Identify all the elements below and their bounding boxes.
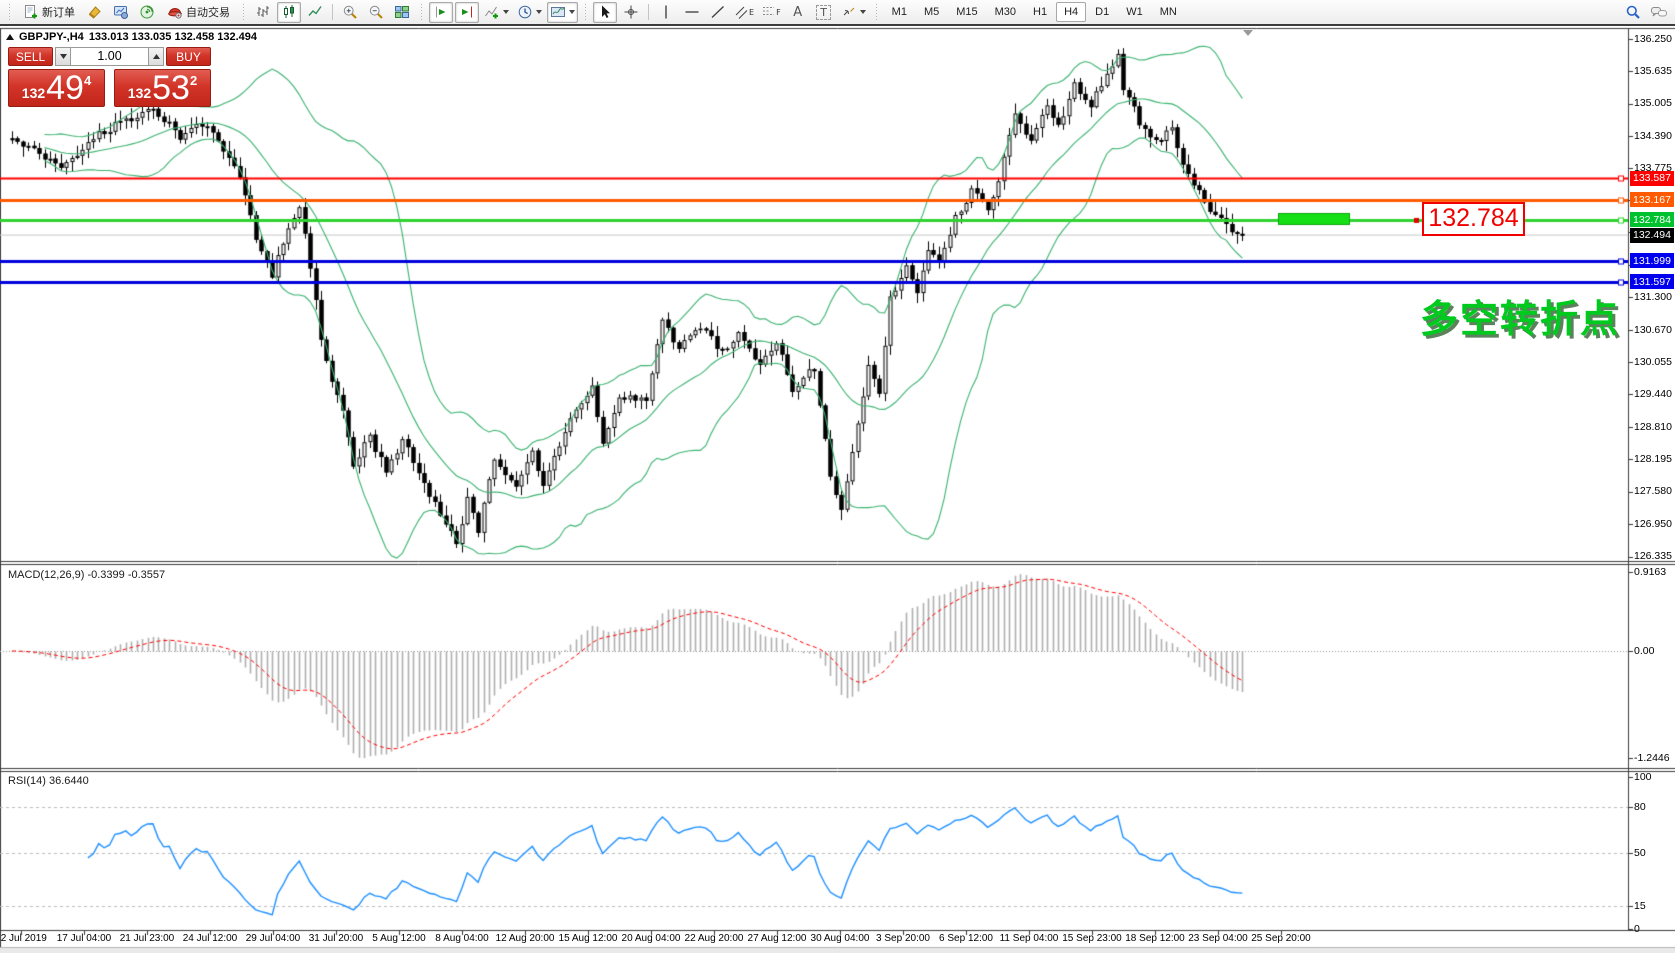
- sell-price-pips: 4: [83, 73, 92, 88]
- one-click-trading-panel: SELL 1.00 BUY 132 49 4 132 53 2: [8, 47, 211, 108]
- chat-icon: [1651, 7, 1667, 17]
- text-icon: A: [793, 4, 803, 20]
- buy-price-pips: 2: [189, 73, 198, 88]
- dropdown-caret-icon: [536, 10, 542, 14]
- navigator-button[interactable]: [135, 2, 159, 23]
- line-chart-button[interactable]: [303, 2, 327, 23]
- tile-windows-button[interactable]: [390, 2, 414, 23]
- dropdown-caret-icon: [569, 10, 575, 14]
- timeframe-mn[interactable]: MN: [1152, 2, 1185, 22]
- chart-shift-button[interactable]: [455, 1, 479, 23]
- sell-button[interactable]: SELL: [8, 47, 53, 66]
- candlestick-chart-button[interactable]: [277, 1, 301, 23]
- chart-shift-icon: [462, 6, 472, 18]
- stepper-up-icon: [152, 54, 160, 59]
- arrows-icon: [843, 7, 855, 16]
- channel-tag: E: [749, 7, 755, 17]
- dropdown-caret-icon: [859, 10, 866, 14]
- market-watch-button[interactable]: [109, 2, 133, 23]
- timeframe-h4[interactable]: H4: [1056, 2, 1087, 22]
- crosshair-icon: [624, 5, 638, 19]
- arrows-button[interactable]: [838, 2, 869, 23]
- text-label-button[interactable]: T: [812, 2, 836, 23]
- cursor-button[interactable]: [593, 1, 617, 23]
- toolbar-grip[interactable]: [873, 4, 879, 20]
- navigator-icon: [140, 5, 154, 19]
- new-order-button[interactable]: 新订单: [17, 2, 81, 23]
- tile-windows-icon: [395, 6, 409, 18]
- toolbar: 新订单 自动交易: [0, 0, 1675, 26]
- toolbar-grip[interactable]: [419, 4, 424, 20]
- volume-decrease-button[interactable]: [55, 47, 71, 66]
- zoom-out-button[interactable]: [364, 2, 388, 23]
- timeframe-h1[interactable]: H1: [1025, 2, 1055, 22]
- auto-trading-button[interactable]: 自动交易: [161, 2, 236, 23]
- cursor-icon: [602, 5, 610, 18]
- styles-button[interactable]: [83, 2, 107, 23]
- toolbar-grip[interactable]: [7, 4, 12, 20]
- stepper-down-icon: [59, 54, 67, 59]
- buy-price-main: 53: [152, 69, 190, 107]
- horizontal-line-button[interactable]: [680, 2, 704, 23]
- period-selector-icon: [518, 5, 532, 19]
- search-icon: [1626, 5, 1640, 19]
- auto-trading-label: 自动交易: [186, 7, 230, 19]
- vertical-line-icon: [665, 5, 667, 19]
- toolbar-grip[interactable]: [583, 4, 588, 20]
- auto-trading-icon: [168, 7, 182, 19]
- text-button[interactable]: A: [786, 2, 810, 23]
- fibo-tag: F: [776, 7, 781, 17]
- indicators-add-icon: [485, 6, 498, 19]
- new-order-label: 新订单: [42, 7, 75, 19]
- bar-chart-icon: [257, 6, 269, 17]
- zoom-in-icon: [343, 5, 357, 19]
- chat-button[interactable]: [1647, 2, 1671, 23]
- indicators-button[interactable]: [481, 2, 512, 23]
- fibonacci-icon: [763, 7, 775, 15]
- toolbar-grip[interactable]: [241, 4, 246, 20]
- line-chart-icon: [308, 6, 322, 16]
- zoom-in-button[interactable]: [338, 2, 362, 23]
- sell-price-button[interactable]: 132 49 4: [8, 69, 105, 107]
- timeframe-group: M1 M5 M15 M30 H1 H4 D1 W1 MN: [884, 2, 1185, 22]
- timeframe-d1[interactable]: D1: [1087, 2, 1117, 22]
- sell-price-prefix: 132: [21, 85, 46, 101]
- trendline-icon: [711, 5, 724, 19]
- dropdown-caret-icon: [503, 10, 509, 14]
- timeframe-m5[interactable]: M5: [916, 2, 947, 22]
- buy-price-button[interactable]: 132 53 2: [114, 69, 211, 107]
- buy-price-prefix: 132: [127, 85, 152, 101]
- auto-scroll-icon: [436, 6, 446, 18]
- search-button[interactable]: [1621, 2, 1645, 23]
- volume-input[interactable]: 1.00: [71, 47, 148, 66]
- zoom-out-icon: [369, 5, 383, 19]
- new-order-icon: [25, 5, 37, 19]
- market-watch-icon: [114, 6, 128, 19]
- styles-icon: [88, 6, 101, 19]
- trendline-button[interactable]: [706, 2, 730, 23]
- timeframe-w1[interactable]: W1: [1118, 2, 1151, 22]
- templates-button[interactable]: [547, 1, 578, 23]
- crosshair-button[interactable]: [619, 2, 643, 23]
- timeframe-m30[interactable]: M30: [987, 2, 1024, 22]
- sell-price-main: 49: [46, 69, 84, 107]
- volume-stepper: 1.00: [55, 47, 164, 66]
- timeframe-m15[interactable]: M15: [948, 2, 985, 22]
- candlestick-chart-icon: [284, 5, 294, 18]
- vertical-line-button[interactable]: [654, 2, 678, 23]
- equidistant-channel-button[interactable]: E: [732, 2, 757, 23]
- horizontal-line-icon: [685, 11, 699, 13]
- timeframe-m1[interactable]: M1: [884, 2, 915, 22]
- chart-profile-icon: [551, 7, 565, 17]
- bar-chart-button[interactable]: [251, 2, 275, 23]
- fibonacci-button[interactable]: F: [759, 2, 784, 23]
- text-label-icon: T: [816, 4, 832, 20]
- periods-button[interactable]: [514, 2, 545, 23]
- auto-scroll-button[interactable]: [429, 1, 453, 23]
- equidistant-channel-icon: [735, 6, 748, 19]
- buy-button[interactable]: BUY: [166, 47, 211, 66]
- volume-increase-button[interactable]: [148, 47, 164, 66]
